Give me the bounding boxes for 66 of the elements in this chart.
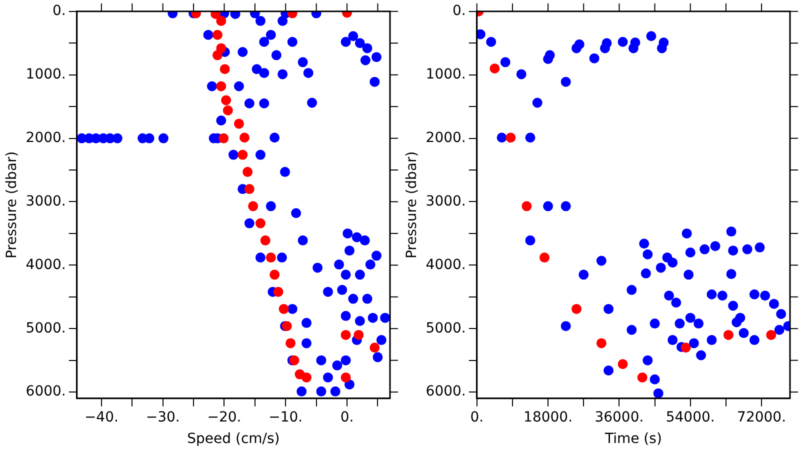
x-tick-label: −10. — [268, 409, 303, 426]
point — [210, 11, 221, 19]
point — [618, 359, 628, 370]
x-tick-label: 72000. — [737, 409, 786, 426]
x-tick-label: 0. — [340, 409, 354, 426]
point — [216, 81, 226, 92]
y-tick-label: 2000. — [26, 130, 66, 146]
point — [242, 166, 253, 177]
point — [218, 133, 229, 144]
y-tick-label: 6000. — [26, 384, 66, 400]
point — [572, 304, 582, 314]
y-tick-label: 0. — [452, 3, 466, 20]
y-axis-title: Pressure (dbar) — [4, 151, 20, 259]
x-tick-label: 54000. — [666, 409, 715, 426]
y-axis-title: Pressure (dbar) — [404, 151, 420, 259]
point — [212, 30, 222, 40]
point — [234, 118, 244, 129]
point — [255, 218, 266, 228]
point — [286, 338, 296, 348]
point — [522, 201, 532, 212]
point — [596, 338, 606, 348]
point — [637, 372, 648, 382]
y-tick-label: 6000. — [426, 384, 466, 400]
point — [370, 342, 380, 353]
point — [539, 252, 550, 263]
point — [239, 132, 250, 143]
y-tick-label: 4000. — [26, 256, 66, 273]
y-tick-label: 5000. — [26, 320, 66, 336]
y-tick-label: 3000. — [426, 193, 466, 210]
point — [680, 342, 691, 353]
point — [302, 372, 312, 382]
point — [723, 330, 734, 340]
y-tick-label: 4000. — [426, 256, 466, 273]
y-tick-label: 0. — [52, 3, 66, 20]
point — [212, 50, 222, 60]
x-tick-label: −40. — [84, 409, 118, 426]
y-tick-label: 1000. — [426, 66, 466, 82]
point — [221, 95, 232, 106]
point — [238, 150, 248, 160]
x-tick-label: −20. — [207, 409, 242, 426]
point — [270, 270, 280, 280]
x-tick-label: 36000. — [594, 409, 644, 426]
x-tick-label: 18000. — [524, 409, 573, 426]
point — [248, 201, 258, 212]
point — [340, 330, 351, 340]
point — [216, 16, 226, 26]
point — [244, 184, 254, 194]
x-axis-title: Time (s) — [604, 431, 662, 448]
point — [278, 304, 289, 314]
point — [266, 252, 276, 263]
point — [506, 132, 516, 143]
y-tick-label: 2000. — [426, 130, 466, 146]
point — [340, 372, 351, 382]
point — [260, 235, 270, 246]
point — [354, 330, 364, 340]
y-tick-label: 3000. — [26, 193, 66, 210]
y-tick-label: 1000. — [26, 66, 66, 82]
x-tick-label: 0. — [470, 409, 484, 426]
y-tick-label: 5000. — [426, 320, 466, 336]
x-axis-title: Speed (cm/s) — [187, 431, 280, 448]
point — [490, 64, 500, 74]
point — [273, 286, 284, 297]
x-tick-label: −30. — [146, 409, 180, 426]
point — [220, 64, 230, 74]
point — [222, 105, 233, 116]
point — [766, 330, 776, 340]
